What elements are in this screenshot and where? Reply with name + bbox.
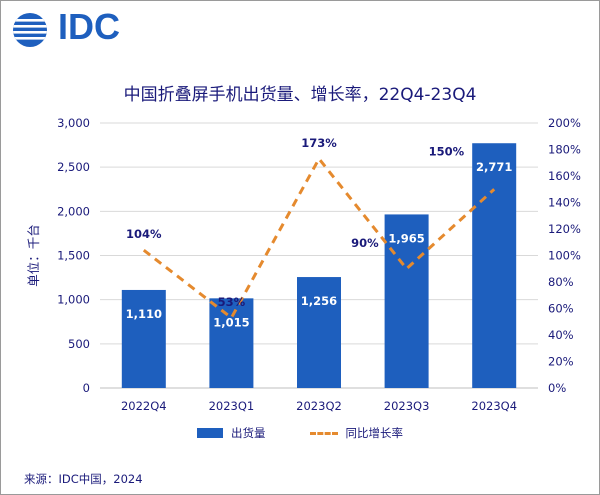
legend-label-growth: 同比增长率 [345,426,404,440]
y-right-tick-label: 40% [548,328,574,342]
y-right-tick-label: 160% [548,169,581,183]
x-tick-label: 2023Q2 [296,399,342,413]
y-right-tick-label: 60% [548,302,574,316]
y-left-tick-label: 0 [83,381,90,395]
globe-icon [13,13,47,47]
logo-text: IDC [58,6,120,47]
bar-value-label: 2,771 [476,160,512,174]
bar-value-label: 1,256 [301,294,337,308]
x-tick-label: 2022Q4 [121,399,167,413]
y-right-tick-label: 100% [548,249,581,263]
y-left-tick-label: 2,500 [57,160,90,174]
legend: 出货量 同比增长率 [0,425,600,441]
idc-logo: IDC [10,6,130,50]
chart-title: 中国折叠屏手机出货量、增长率，22Q4-23Q4 [123,85,477,105]
y-left-tick-label: 500 [68,337,90,351]
y-left-tick-label: 3,000 [57,116,90,130]
x-tick-label: 2023Q4 [471,399,517,413]
y-right-tick-label: 0% [548,381,566,395]
bar [472,143,517,388]
growth-value-label: 53% [218,295,246,309]
legend-bar-swatch [197,428,223,438]
bar-value-label: 1,965 [388,231,424,245]
bar-value-label: 1,015 [213,315,249,329]
bar [121,289,166,388]
growth-value-label: 150% [429,144,465,158]
growth-value-label: 90% [351,236,379,250]
y-axis-label: 单位：千台 [26,224,41,287]
growth-line [142,157,496,320]
y-right-tick-label: 200% [548,116,581,130]
growth-value-label: 173% [301,136,337,150]
legend-item-growth: 同比增长率 [309,425,404,441]
x-tick-label: 2023Q1 [209,399,255,413]
legend-item-shipments: 出货量 [197,425,266,441]
y-right-tick-label: 20% [548,355,574,369]
bar-value-label: 1,110 [126,307,162,321]
bar [209,298,254,388]
y-left-tick-label: 1,500 [57,249,90,263]
x-tick-label: 2023Q3 [384,399,430,413]
y-left-tick-label: 1,000 [57,293,90,307]
bar [384,214,429,388]
y-right-tick-label: 140% [548,196,581,210]
legend-line-swatch [309,431,338,435]
y-left-tick-label: 2,000 [57,204,90,218]
y-right-tick-label: 180% [548,143,581,157]
y-right-tick-label: 80% [548,275,574,289]
source-note: 来源：IDC中国，2024 [24,472,143,486]
y-right-tick-label: 120% [548,222,581,236]
growth-value-label: 104% [126,227,162,241]
legend-label-shipments: 出货量 [231,426,266,440]
bar [297,277,341,388]
